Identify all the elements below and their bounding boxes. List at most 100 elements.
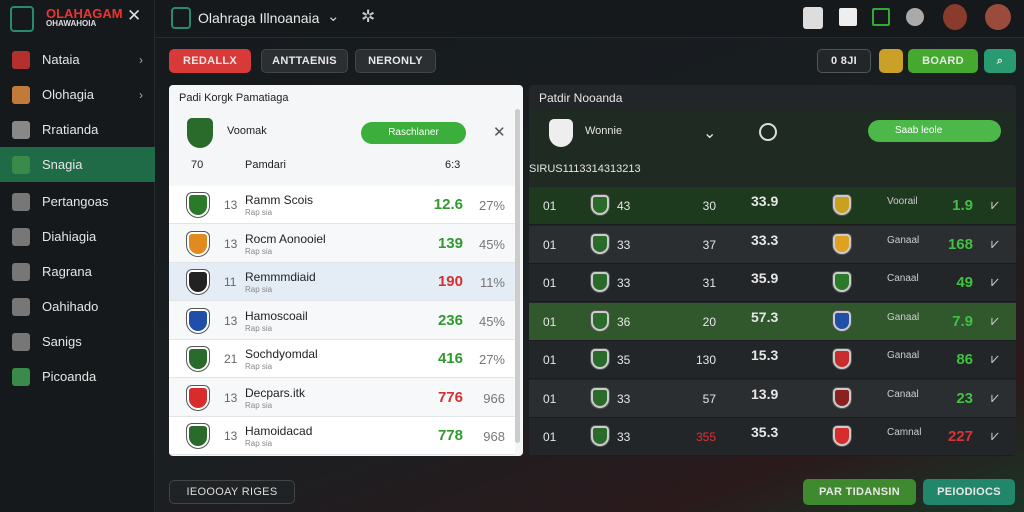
team-emblem <box>187 231 209 256</box>
chevron[interactable]: ⩗ <box>991 196 999 212</box>
brand: OLAHAGAM <box>46 6 123 21</box>
row: 01 33 37 33.3 Ganaal 168 ⩗ <box>529 225 1016 264</box>
dropdown[interactable]: ⌄ <box>703 125 717 142</box>
nav-item[interactable]: Ragrana <box>0 254 155 289</box>
team-name: Rocm Aonooiel <box>245 231 326 246</box>
nav-icon <box>12 85 30 104</box>
nav-item[interactable]: Picoanda <box>0 359 155 394</box>
icon[interactable] <box>906 8 924 26</box>
chevron: › <box>139 87 143 102</box>
tab[interactable]: NERONLY <box>355 49 436 73</box>
team-name: Hamoscoail <box>245 308 308 323</box>
column-header: 1 <box>562 163 568 175</box>
value: 776 <box>437 388 463 406</box>
nav-label: Pertangoas <box>42 194 109 209</box>
nav-item[interactable]: Sanigs <box>0 324 155 359</box>
team-emblem <box>833 233 851 254</box>
icon-button[interactable] <box>879 49 903 73</box>
team-emblem <box>833 310 851 331</box>
value: 778 <box>437 427 463 444</box>
footer-button[interactable]: PEIODIOCS <box>923 479 1015 505</box>
nav-item[interactable]: Snagia <box>0 147 155 182</box>
row: 13 Rocm Aonooiel Rap sia 139 45% <box>169 224 515 263</box>
nav-label: Ragrana <box>42 264 92 279</box>
number: 36 <box>617 314 631 329</box>
table: 01 43 30 33.9 Voorail 1.9 ⩗ 01 33 37 33.3 Ganaal 168… <box>529 187 1016 456</box>
team-name: Canaal <box>887 273 919 284</box>
percent: 968 <box>483 429 505 444</box>
rank: 01 <box>543 353 557 367</box>
value: 49 <box>956 274 973 291</box>
footer-button[interactable]: PAR TIDANSIN <box>803 479 916 505</box>
percent: 966 <box>483 390 505 406</box>
team-emblem <box>833 195 851 215</box>
nav-item[interactable]: Rratianda <box>0 112 155 147</box>
brand-sub: OHAWAHOIA <box>46 19 97 28</box>
toggle[interactable]: Raschlaner <box>361 122 466 144</box>
toggle[interactable]: Saab leole <box>868 120 1001 142</box>
rank: 13 <box>224 390 238 405</box>
search-button[interactable]: ⌕ <box>984 49 1016 73</box>
value: 236 <box>437 311 463 329</box>
team-name: Ganaal <box>887 234 920 246</box>
chevron[interactable]: ⩗ <box>991 350 999 366</box>
action-button[interactable]: BOARD <box>908 49 978 73</box>
chevron[interactable]: ⩗ <box>991 427 999 443</box>
count: 37 <box>702 237 716 252</box>
column-header: 314 <box>585 163 604 175</box>
team-sub: Rap sia <box>245 323 273 333</box>
team-emblem <box>187 347 209 371</box>
percent: 27% <box>478 352 505 367</box>
number: 33 <box>617 276 631 290</box>
value: 227 <box>947 428 973 445</box>
icon[interactable] <box>872 8 890 26</box>
team-emblem <box>187 270 209 294</box>
nav-icon <box>12 155 30 174</box>
nav-item[interactable]: Diahiagia <box>0 219 155 254</box>
score: 35.9 <box>751 270 779 286</box>
row: 01 36 20 57.3 Ganaal 7.9 ⩗ <box>529 302 1016 341</box>
chevron[interactable]: ⩗ <box>991 311 999 328</box>
team-emblem <box>591 195 609 215</box>
nav-item[interactable]: Oahihado <box>0 289 155 324</box>
filter-button[interactable]: IEOOOAY RIGES <box>169 480 295 504</box>
nav-item[interactable]: Nataia › <box>0 42 155 77</box>
column-header: 6:3 <box>445 159 461 171</box>
scrollbar[interactable] <box>515 109 520 443</box>
nav-item[interactable]: Olohagia › <box>0 77 155 112</box>
count: 31 <box>702 276 716 290</box>
team-emblem <box>591 349 609 369</box>
number: 33 <box>617 430 631 444</box>
percent: 45% <box>478 313 505 329</box>
value: 23 <box>956 389 973 407</box>
avatar[interactable] <box>803 7 823 29</box>
number: 35 <box>617 353 631 367</box>
count: 355 <box>695 430 716 444</box>
team-sub: Rap sia <box>245 246 273 256</box>
app-title[interactable]: Olahraga Illnoanaia <box>198 10 320 26</box>
row: 11 Remmmdiaid Rap sia 190 11% <box>169 263 515 301</box>
close-button[interactable]: ✕ <box>127 6 142 25</box>
avatar[interactable] <box>943 4 967 30</box>
nav-icon <box>12 50 30 69</box>
tab[interactable]: ANTTAENIS <box>261 49 348 73</box>
chevron[interactable]: ⩗ <box>991 388 999 405</box>
nav-item[interactable]: Pertangoas <box>0 184 155 219</box>
chevron[interactable]: ⩗ <box>991 273 999 289</box>
icon[interactable] <box>839 8 857 26</box>
row: 01 33 57 13.9 Canaal 23 ⩗ <box>529 379 1016 418</box>
left-panel: Padi Korgk Pamatiaga Voomak Raschlaner ✕… <box>169 85 523 456</box>
chevron[interactable]: ⩗ <box>991 234 999 251</box>
team-name: Sochdyomdal <box>245 347 318 361</box>
tab[interactable]: REDALLX <box>169 49 251 73</box>
nav-icon <box>12 332 30 351</box>
avatar[interactable] <box>985 4 1011 30</box>
close-button[interactable]: ✕ <box>493 124 506 141</box>
action-button[interactable]: 0 8JI <box>817 49 871 73</box>
icon[interactable] <box>759 123 777 141</box>
column-header: 313 <box>603 163 623 175</box>
score: 35.3 <box>751 424 779 440</box>
nav-icon <box>12 227 30 246</box>
settings-icon[interactable]: ✲ <box>361 7 376 26</box>
dropdown[interactable]: ⌄ <box>327 8 340 25</box>
